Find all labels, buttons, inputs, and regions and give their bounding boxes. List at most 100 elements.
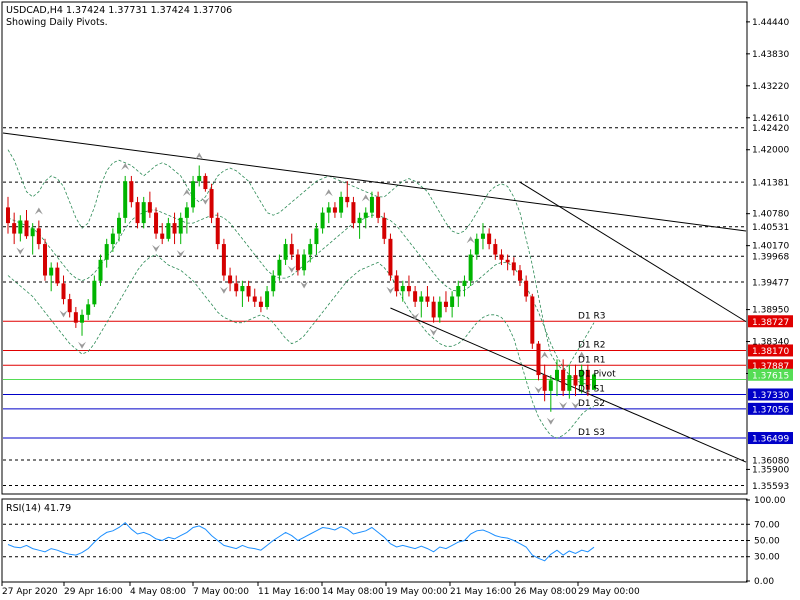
candle-body[interactable] <box>542 375 547 391</box>
candle-body[interactable] <box>240 285 245 292</box>
rsi-line[interactable] <box>7 522 595 562</box>
candle-body[interactable] <box>228 275 233 284</box>
candle-body[interactable] <box>80 314 85 323</box>
candle-body[interactable] <box>345 196 350 203</box>
candle-body[interactable] <box>191 181 196 208</box>
candle-body[interactable] <box>209 189 214 218</box>
candle-body[interactable] <box>363 212 368 218</box>
candle-body[interactable] <box>567 375 572 391</box>
candle-body[interactable] <box>221 244 226 276</box>
candle-body[interactable] <box>104 244 109 260</box>
candle-body[interactable] <box>203 175 208 190</box>
candle-body[interactable] <box>277 259 282 276</box>
candle-body[interactable] <box>493 244 498 255</box>
candle-body[interactable] <box>36 228 41 245</box>
candle-body[interactable] <box>197 175 202 182</box>
candle-body[interactable] <box>394 275 399 292</box>
candle-body[interactable] <box>332 207 337 213</box>
candle-body[interactable] <box>499 254 504 260</box>
candle-body[interactable] <box>320 212 325 229</box>
candle-body[interactable] <box>123 181 128 218</box>
candle-body[interactable] <box>400 285 405 292</box>
candle-body[interactable] <box>92 280 97 305</box>
candle-body[interactable] <box>437 301 442 318</box>
candle-body[interactable] <box>215 217 220 245</box>
candle-body[interactable] <box>49 267 54 276</box>
candle-body[interactable] <box>141 202 146 224</box>
candle-body[interactable] <box>154 212 159 234</box>
candle-body[interactable] <box>129 181 134 203</box>
candle-body[interactable] <box>302 254 307 271</box>
candle-body[interactable] <box>234 283 239 292</box>
candle-body[interactable] <box>172 223 177 234</box>
candle-body[interactable] <box>443 301 448 307</box>
candle-body[interactable] <box>579 369 584 386</box>
candle-body[interactable] <box>357 217 362 224</box>
candle-body[interactable] <box>339 196 344 213</box>
candle-body[interactable] <box>67 299 72 313</box>
candle-body[interactable] <box>517 270 522 281</box>
candle-body[interactable] <box>135 202 140 224</box>
candle-body[interactable] <box>258 301 263 307</box>
candle-body[interactable] <box>117 217 122 234</box>
candle-body[interactable] <box>30 228 35 237</box>
candle-body[interactable] <box>573 375 578 386</box>
candle-body[interactable] <box>474 238 479 255</box>
candle-body[interactable] <box>110 233 115 245</box>
candle-body[interactable] <box>295 254 300 271</box>
candle-body[interactable] <box>511 262 516 271</box>
candle-body[interactable] <box>450 296 455 307</box>
candle-body[interactable] <box>351 202 356 224</box>
candle-body[interactable] <box>24 220 29 237</box>
candle-body[interactable] <box>178 217 183 234</box>
candle-body[interactable] <box>265 291 270 307</box>
candle-body[interactable] <box>61 283 66 300</box>
candle-body[interactable] <box>554 369 559 381</box>
candle-body[interactable] <box>456 285 461 297</box>
candle-body[interactable] <box>289 244 294 255</box>
candle-body[interactable] <box>147 202 152 213</box>
candle-body[interactable] <box>18 220 23 234</box>
candle-body[interactable] <box>462 280 467 286</box>
candle-body[interactable] <box>536 343 541 376</box>
candle-body[interactable] <box>413 291 418 302</box>
candle-body[interactable] <box>246 285 251 297</box>
candle-body[interactable] <box>524 280 529 297</box>
candlesticks-layer[interactable] <box>6 165 596 412</box>
candle-body[interactable] <box>6 207 10 224</box>
candle-body[interactable] <box>468 254 473 281</box>
candle-body[interactable] <box>388 238 393 276</box>
candle-body[interactable] <box>252 296 257 302</box>
candle-body[interactable] <box>548 380 553 391</box>
price-axis[interactable]: 1.44440 1.43830 1.43220 1.42610 1.42000 1.407… <box>746 18 793 492</box>
candle-body[interactable] <box>86 304 91 315</box>
candle-body[interactable] <box>326 207 331 213</box>
candle-body[interactable] <box>487 233 492 245</box>
candle-body[interactable] <box>480 233 485 239</box>
candle-body[interactable] <box>308 244 313 255</box>
candle-body[interactable] <box>592 374 596 390</box>
candle-body[interactable] <box>271 275 276 292</box>
time-axis[interactable]: 27 Apr 2020 29 Apr 16:00 4 May 08:00 7 May … <box>1 582 640 597</box>
candle-body[interactable] <box>160 233 165 239</box>
candle-body[interactable] <box>73 312 78 323</box>
candle-body[interactable] <box>585 369 590 390</box>
candle-body[interactable] <box>184 207 189 218</box>
candle-body[interactable] <box>376 196 381 218</box>
candle-body[interactable] <box>98 259 103 281</box>
candle-body[interactable] <box>431 301 436 318</box>
candle-body[interactable] <box>12 223 17 234</box>
candle-body[interactable] <box>43 244 48 276</box>
candle-body[interactable] <box>561 369 566 391</box>
candle-body[interactable] <box>314 228 319 245</box>
candle-body[interactable] <box>369 196 374 213</box>
candle-body[interactable] <box>166 223 171 239</box>
candle-body[interactable] <box>505 259 510 263</box>
candle-body[interactable] <box>530 296 535 344</box>
candle-body[interactable] <box>419 296 424 302</box>
candle-body[interactable] <box>283 244 288 260</box>
rsi-indicator[interactable]: 100.00 70.00 50.00 30.00 0.00 <box>3 496 786 587</box>
candle-body[interactable] <box>425 296 430 302</box>
candle-body[interactable] <box>406 285 411 292</box>
